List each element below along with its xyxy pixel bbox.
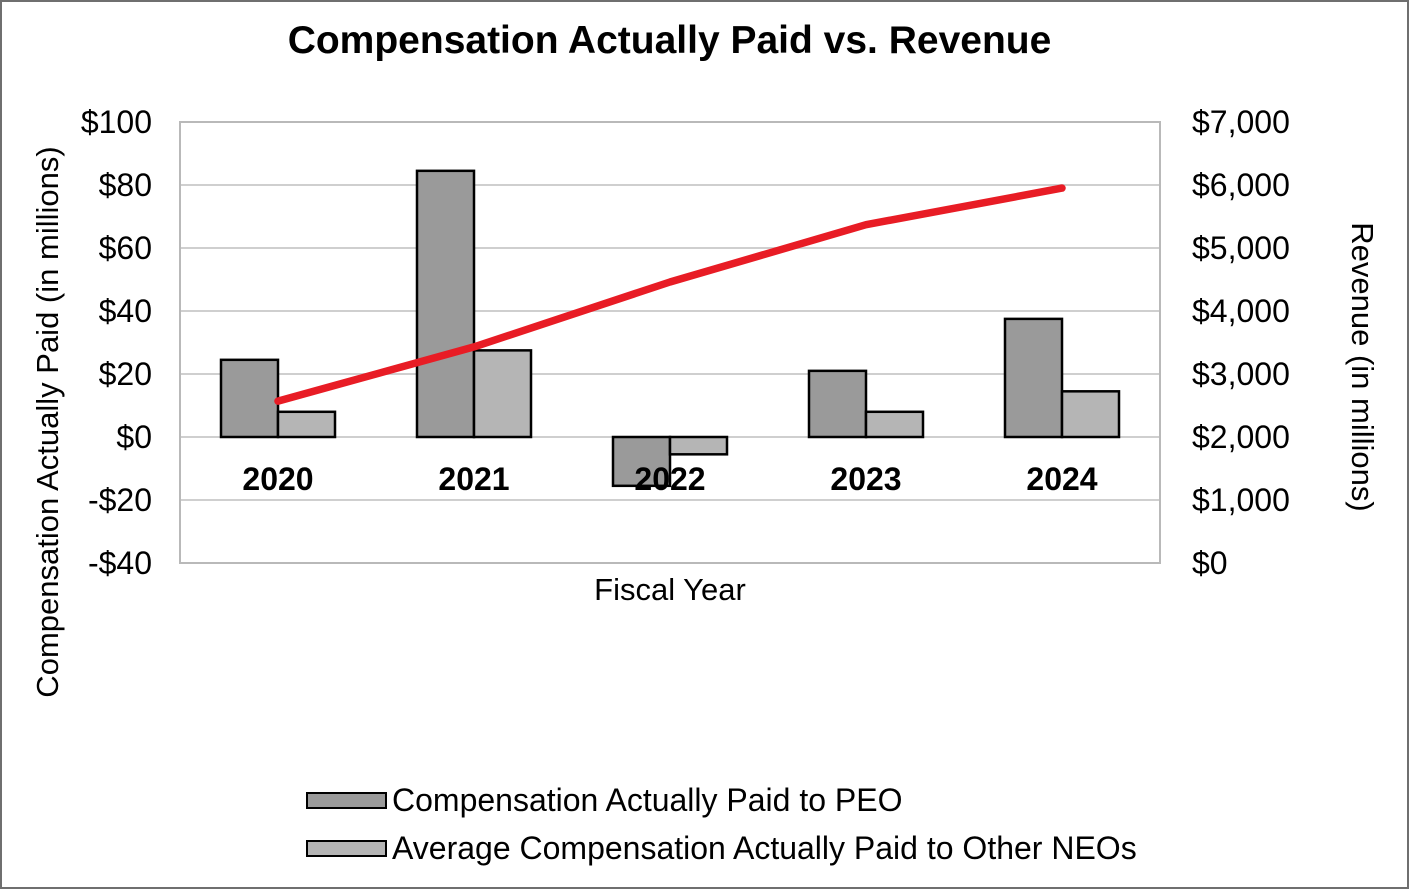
neo-legend-swatch xyxy=(306,840,387,857)
peo-bar-2023 xyxy=(807,369,868,439)
left-axis-tick: -$40 xyxy=(87,545,152,581)
peo-bar-2020 xyxy=(219,358,280,439)
peo-bar-2022 xyxy=(611,435,672,488)
right-axis-tick: $6,000 xyxy=(1192,167,1290,203)
neo-bar-2021 xyxy=(472,349,533,439)
peo-bar-2021 xyxy=(415,169,476,439)
peo-bar-2024 xyxy=(1003,317,1064,439)
gridlines xyxy=(179,121,1161,564)
plot-border xyxy=(179,121,1161,564)
peo-legend-swatch xyxy=(306,792,387,809)
right-axis-tick: $4,000 xyxy=(1192,293,1290,329)
x-axis-label-2021: 2021 xyxy=(438,461,510,497)
neo-legend-label: Average Compensation Actually Paid to Ot… xyxy=(392,830,1137,866)
x-axis-label-2023: 2023 xyxy=(830,461,902,497)
right-axis-tick: $5,000 xyxy=(1192,230,1290,266)
right-axis-tick: $3,000 xyxy=(1192,356,1290,392)
left-axis-tick: -$20 xyxy=(87,482,152,518)
right-axis-tick: $7,000 xyxy=(1192,104,1290,140)
left-axis-tick: $0 xyxy=(116,419,152,455)
bars xyxy=(219,169,1121,488)
neo-bar-2024 xyxy=(1060,390,1121,439)
left-axis-tick: $80 xyxy=(98,167,152,203)
neo-bar-2020 xyxy=(276,410,337,439)
revenue-line xyxy=(274,184,1066,405)
x-axis-label-2024: 2024 xyxy=(1026,461,1098,497)
chart-title: Compensation Actually Paid vs. Revenue xyxy=(287,19,1052,62)
neo-bar-2022 xyxy=(668,435,729,456)
neo-bar-2023 xyxy=(864,410,925,439)
revenue-line-group xyxy=(274,184,1066,405)
right-axis-tick: $1,000 xyxy=(1192,482,1290,518)
peo-legend-label: Compensation Actually Paid to PEO xyxy=(392,782,903,818)
right-axis-tick: $2,000 xyxy=(1192,419,1290,455)
left-axis-tick: $100 xyxy=(80,104,152,140)
x-axis-label-2022: 2022 xyxy=(634,461,706,497)
left-axis-tick: $60 xyxy=(98,230,152,266)
x-axis-title: Fiscal Year xyxy=(594,572,746,607)
right-axis-tick: $0 xyxy=(1192,545,1228,581)
x-axis-label-2020: 2020 xyxy=(242,461,314,497)
left-axis-tick: $40 xyxy=(98,293,152,329)
left-axis-tick: $20 xyxy=(98,356,152,392)
